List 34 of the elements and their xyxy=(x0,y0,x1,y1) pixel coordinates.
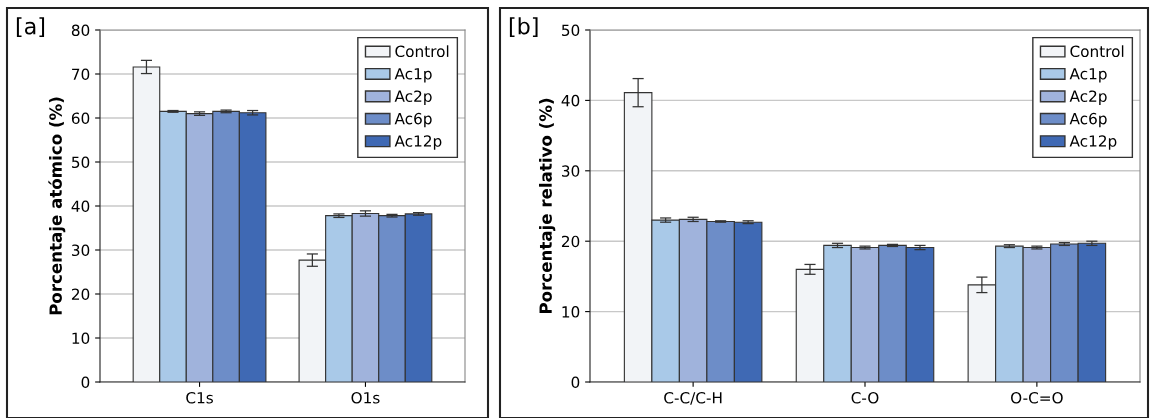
y-tick-label: 20 xyxy=(71,288,90,301)
legend-label: Ac1p xyxy=(394,68,432,83)
x-tick-label: C-O xyxy=(851,391,879,404)
y-tick-label: 40 xyxy=(561,94,580,107)
y-tick-label: 0 xyxy=(571,376,580,389)
legend-label: Ac6p xyxy=(1069,112,1107,128)
y-tick-label: 70 xyxy=(72,68,90,81)
x-tick-label: O-C=O xyxy=(1011,391,1063,404)
y-tick-label: 60 xyxy=(71,112,90,125)
y-tick-label: 50 xyxy=(562,24,580,37)
y-tick-label: 0 xyxy=(81,376,90,389)
y-axis-title: Porcentaje relativo (%) xyxy=(539,98,556,314)
x-tick-label: O1s xyxy=(351,391,380,404)
legend-label: Control xyxy=(1070,45,1124,58)
y-tick-label: 10 xyxy=(562,306,580,318)
y-tick-label: 80 xyxy=(71,24,90,37)
x-tick-label: C1s xyxy=(186,391,213,404)
y-tick-label: 20 xyxy=(561,235,580,248)
x-tick-label: C-C/C-H xyxy=(664,391,722,405)
y-tick-label: 40 xyxy=(71,200,90,213)
text: [b] xyxy=(509,17,538,38)
y-tick-label: 10 xyxy=(72,332,90,345)
legend-label: Ac1p xyxy=(1069,68,1107,83)
legend-label: Ac12p xyxy=(1069,135,1117,150)
text: [a] xyxy=(16,17,45,38)
legend-label: Ac6p xyxy=(394,112,432,128)
legend-label: Ac2p xyxy=(1069,90,1107,105)
legend-label: Ac12p xyxy=(394,135,442,150)
y-axis-title: Porcentaje atómico (%) xyxy=(48,97,66,315)
y-tick-label: 30 xyxy=(72,244,90,257)
legend-label: Control xyxy=(395,45,449,58)
y-tick-label: 30 xyxy=(562,165,580,177)
y-tick-label: 50 xyxy=(72,156,90,169)
legend-label: Ac2p xyxy=(394,90,432,105)
